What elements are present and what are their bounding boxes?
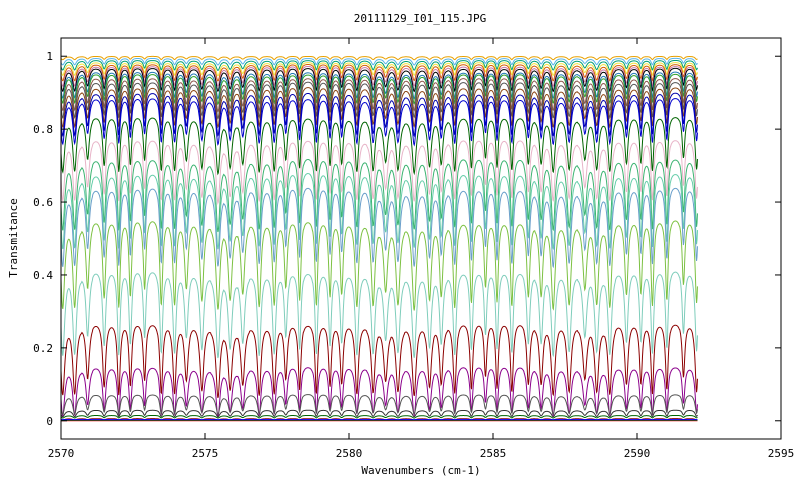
plot-frame: [60, 37, 782, 440]
series-line: [60, 62, 698, 77]
x-tick-label: 2575: [192, 447, 219, 460]
series-line: [60, 187, 698, 269]
series-line: [60, 65, 698, 88]
chart-title: 20111129_I01_115.JPG: [354, 12, 486, 25]
y-tick-label: 0.2: [33, 342, 53, 355]
y-tick-label: 0.6: [33, 196, 53, 209]
series-line: [60, 158, 698, 233]
series-line: [60, 324, 698, 398]
x-tick-label: 2580: [336, 447, 363, 460]
series-line: [60, 73, 698, 106]
series-line: [60, 409, 698, 418]
series-line: [60, 220, 698, 311]
series-line: [60, 59, 698, 71]
y-axis-label: Transmitance: [7, 198, 20, 277]
axis-layer: 2570 2575 2580 2585 2590 2595 0 0.2 0.4 0.6 0.8 1: [33, 38, 794, 460]
series-line: [60, 78, 698, 113]
y-tick-label: 0: [46, 415, 53, 428]
series-line: [60, 87, 698, 129]
series-line: [60, 394, 698, 416]
series-line: [60, 55, 698, 61]
series-line: [60, 271, 698, 359]
series-line: [60, 57, 698, 66]
x-axis-label: Wavenumbers (cm-1): [361, 464, 480, 477]
series-layer: [60, 55, 698, 422]
y-tick-label: 0.4: [33, 269, 53, 282]
x-tick-label: 2570: [48, 447, 75, 460]
series-line: [60, 92, 698, 138]
series-line: [60, 67, 698, 93]
series-line: [60, 418, 698, 421]
series-line: [60, 64, 698, 83]
series-line: [60, 173, 698, 251]
series-line: [60, 414, 698, 419]
series-line: [60, 81, 698, 120]
x-tick-label: 2595: [768, 447, 795, 460]
series-line: [60, 140, 698, 206]
x-tick-label: 2585: [480, 447, 507, 460]
x-tick-label: 2590: [624, 447, 651, 460]
series-line: [60, 367, 698, 419]
series-line: [60, 71, 698, 100]
series-line: [60, 98, 698, 147]
series-line: [60, 117, 698, 176]
y-tick-label: 0.8: [33, 123, 53, 136]
y-tick-label: 1: [46, 50, 53, 63]
